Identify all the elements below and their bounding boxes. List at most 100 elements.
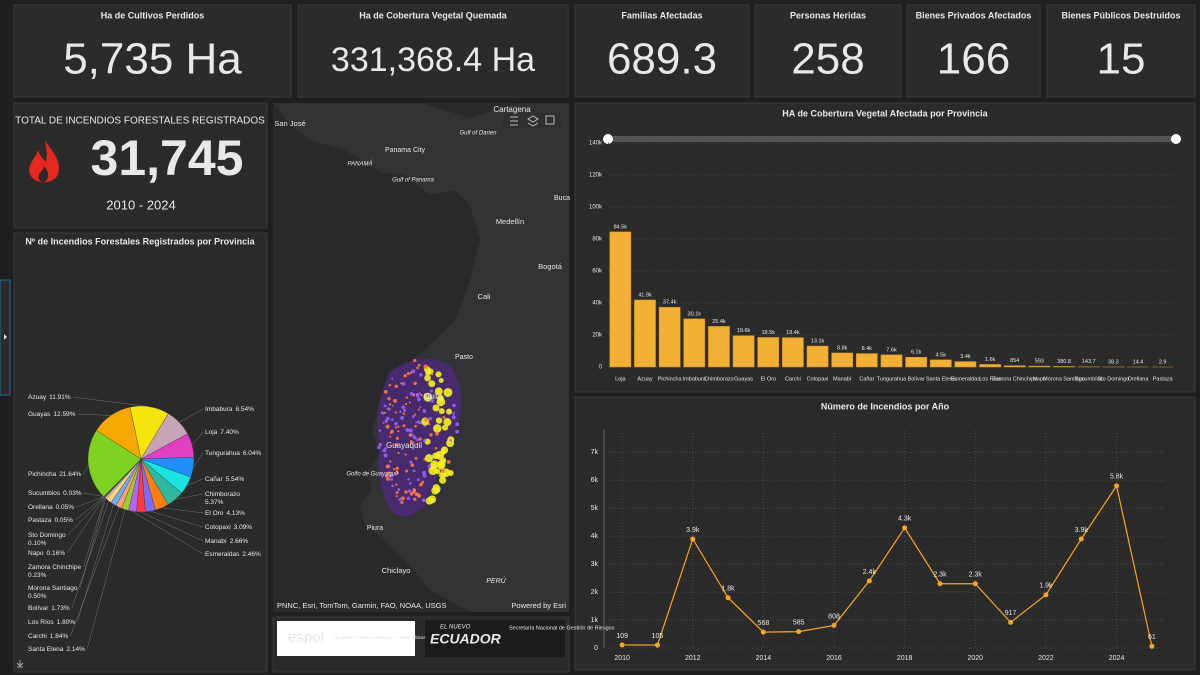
fire-dot [389,473,394,478]
basemap-icon[interactable] [545,115,555,125]
x-tick-label: Santa Elena [926,376,957,382]
bar [658,306,681,368]
x-tick-label: Napo [1033,376,1046,382]
bar-value-label: 25.4k [712,319,726,325]
pie-label-value: 1.84% [50,633,69,640]
x-tick-label: Orellana [1128,376,1150,382]
pie-leader [79,498,106,589]
bar [979,364,1001,368]
gov-logo [425,620,565,657]
fire-dot [419,406,422,409]
pie-label-value: 0.05% [55,517,74,524]
x-tick-label: Imbabura [683,376,707,382]
bar [757,337,780,368]
range-handle[interactable] [1171,134,1181,144]
x-tick-label: 2010 [614,655,630,662]
layers-icon[interactable] [527,115,539,127]
y-tick-label: 5k [591,505,599,512]
point-label: 917 [1005,610,1017,617]
fire-dot [429,463,436,470]
map-label: Quito [423,392,443,401]
fire-dot [401,381,406,386]
fire-dot [431,486,439,495]
pie-label-name: Chimborazo [205,491,240,498]
fire-dot [424,374,431,382]
pie-label-name: Cañar [205,476,224,483]
pie-label: Imbabura 8.54% [205,406,254,413]
x-tick-label: El Oro [760,376,776,382]
fire-dot [416,438,420,442]
line-panel [574,396,1196,671]
fire-dot [416,420,421,424]
pie-label: Cotopaxi 3.09% [205,524,252,531]
fire-dot [386,416,390,421]
pie-label-name: Tungurahua [205,450,240,457]
flame-icon-inner [38,166,49,183]
espol-logo [277,621,415,656]
x-tick-label: Guayas [734,376,753,382]
fire-dot [398,497,402,502]
pie-label-name: Carchi [28,633,47,640]
pie-label-name: Zamora Chinchipe [28,564,81,571]
bar [683,318,706,368]
fire-dot [410,463,415,467]
pie-leader [83,464,89,475]
map-label: Bogotá [538,262,563,271]
x-tick-label: Cotopaxi [807,376,829,382]
fire-dot [429,433,433,437]
kpi-value: 166 [937,35,1010,84]
y-tick-label: 80k [592,237,603,243]
fire-dot [391,418,394,421]
fire-dot [438,408,445,415]
bar [929,359,952,368]
pie-label-value: 3.09% [234,524,253,531]
x-tick-label: Sucumbíos [1075,376,1103,382]
bar-value-label: 1.6k [985,357,996,363]
pie-label-value: 2.66% [230,538,249,545]
point [902,525,908,531]
fire-dot [397,430,400,433]
fire-dot [403,374,407,378]
legend-icon[interactable] [510,116,518,126]
y-tick-label: 7k [591,449,599,456]
fire-dot [424,454,434,463]
fire-dot [415,421,418,424]
fire-dot [424,438,431,445]
pie-label-value: 5.37% [205,499,224,506]
y-tick-label: 0 [594,645,598,652]
pie-label: Orellana 0.05% [28,504,74,511]
fire-dot [449,439,452,442]
kpi-value: 15 [1097,35,1146,84]
bar [634,299,656,368]
bar-value-label: 13.1k [811,338,825,344]
pie-leader [140,511,204,542]
x-tick-label: Tungurahua [877,376,907,382]
pie-leader [192,431,204,446]
fire-dot [384,411,387,414]
pie-leader [161,507,204,514]
kpi-label: Bienes Privados Afectados [916,10,1032,20]
point [796,629,802,635]
pie-label: Guayas 12.59% [28,411,76,418]
fire-dot [406,496,410,501]
fire-dot [413,488,416,491]
gov-logo-main: ECUADOR [430,631,502,647]
map-toolbar[interactable] [503,113,561,129]
bar-value-label: 14.4 [1133,359,1144,365]
range-handle[interactable] [603,134,613,144]
fire-dot [430,399,435,403]
fire-dot [424,418,428,421]
download-icon[interactable] [16,660,24,668]
fire-dot [435,431,439,436]
pie-label-name: El Oro [205,510,224,517]
x-tick-label: 2020 [968,655,984,662]
fire-dot [395,491,399,495]
point-label: 2.3k [969,572,983,579]
total-value: 31,745 [91,130,244,186]
pie-label-name: Sucumbios [28,490,61,497]
bar-value-label: 18.4k [786,330,800,336]
x-tick-label: 2016 [826,655,842,662]
fire-dot [419,373,423,377]
x-tick-label: 2022 [1038,655,1054,662]
bar [732,335,755,368]
